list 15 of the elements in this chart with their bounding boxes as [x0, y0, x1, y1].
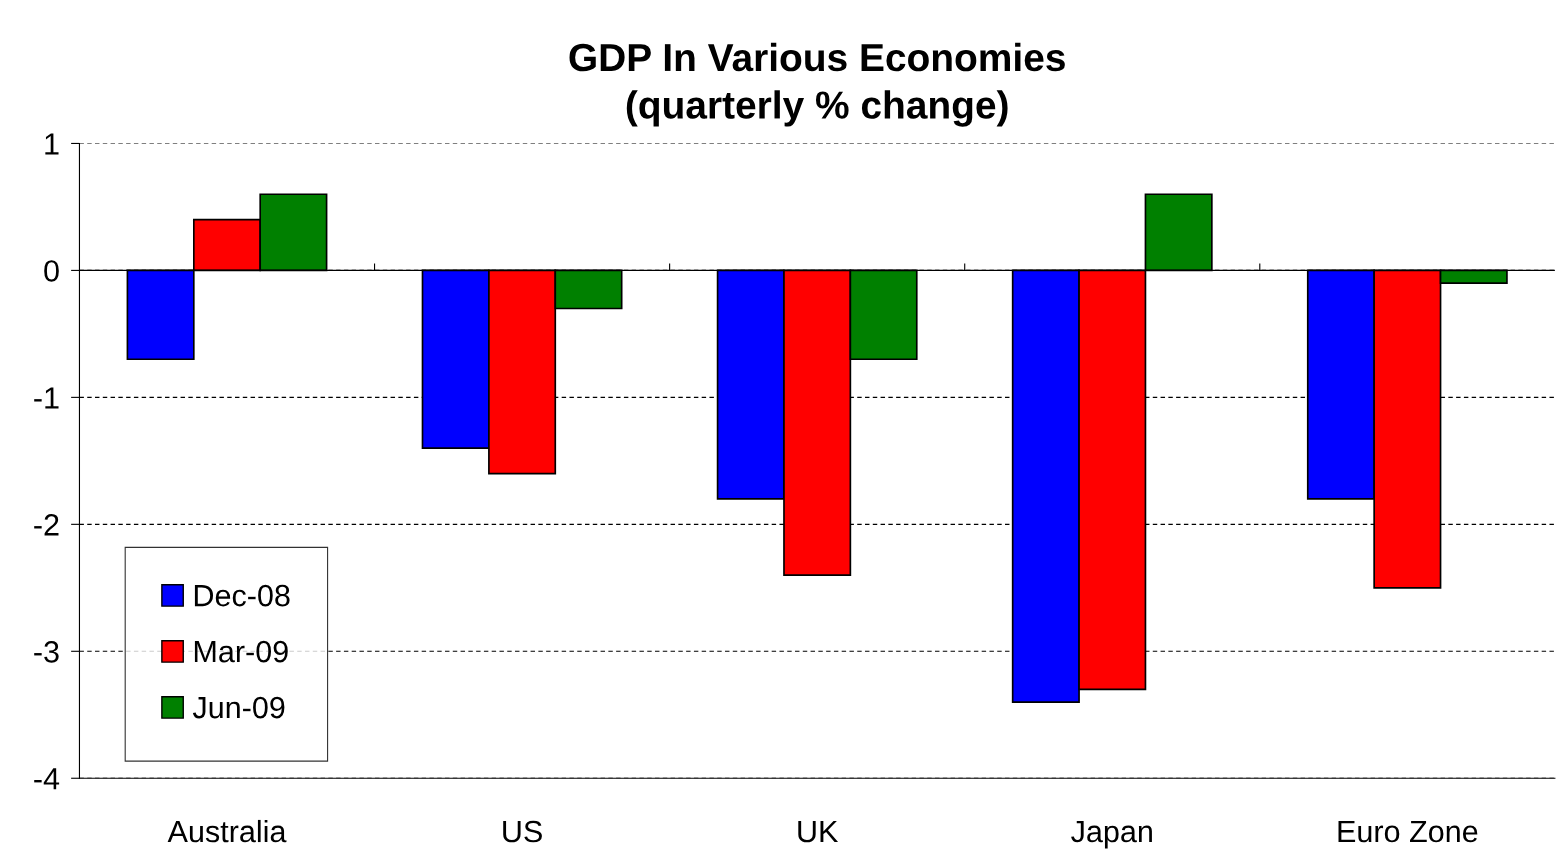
legend-label: Dec-08 — [194, 584, 290, 607]
x-tick-label: US — [503, 820, 542, 843]
chart-title: GDP In Various Economies (quarterly % change) — [569, 42, 1065, 127]
y-tick-label: 0 — [44, 260, 59, 282]
y-tick-label: 1 — [45, 133, 59, 155]
y-tick-label: -4 — [34, 768, 60, 790]
x-tick-label: Australia — [167, 819, 287, 843]
x-tick-label: Japan — [1071, 821, 1152, 849]
x-tick-label: UK — [798, 821, 839, 843]
legend-label: Mar-09 — [194, 640, 288, 663]
y-tick-label: -2 — [34, 514, 59, 536]
y-tick-label: -1 — [34, 387, 59, 409]
y-tick-label: -3 — [34, 641, 59, 663]
legend-label: Jun-09 — [192, 696, 285, 719]
x-tick-label: Euro Zone — [1338, 821, 1478, 843]
